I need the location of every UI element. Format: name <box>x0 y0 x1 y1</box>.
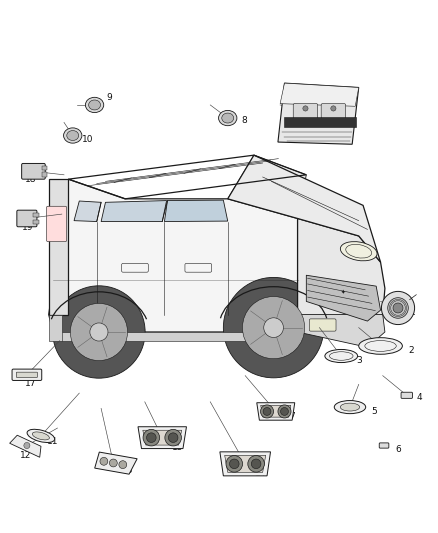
Text: 19: 19 <box>22 223 34 232</box>
Text: 16: 16 <box>295 110 307 119</box>
Circle shape <box>143 430 159 446</box>
Circle shape <box>230 459 239 469</box>
Ellipse shape <box>85 98 104 112</box>
FancyBboxPatch shape <box>379 443 389 448</box>
Circle shape <box>53 286 145 378</box>
Ellipse shape <box>64 128 82 143</box>
Text: 17: 17 <box>25 379 36 388</box>
Polygon shape <box>164 200 228 222</box>
Circle shape <box>303 106 308 111</box>
Polygon shape <box>228 155 306 219</box>
Polygon shape <box>143 430 182 445</box>
Circle shape <box>251 459 261 469</box>
Polygon shape <box>95 452 137 474</box>
Polygon shape <box>74 201 101 222</box>
Ellipse shape <box>325 350 357 362</box>
FancyBboxPatch shape <box>12 369 42 381</box>
Polygon shape <box>220 452 271 476</box>
FancyBboxPatch shape <box>42 172 47 177</box>
Text: 12: 12 <box>20 450 32 459</box>
Circle shape <box>226 456 243 472</box>
FancyBboxPatch shape <box>16 372 37 377</box>
Circle shape <box>165 430 181 446</box>
Text: 7: 7 <box>290 412 295 421</box>
Text: 6: 6 <box>395 446 401 454</box>
Ellipse shape <box>32 432 49 440</box>
Circle shape <box>223 277 324 378</box>
FancyBboxPatch shape <box>46 206 67 241</box>
Circle shape <box>90 323 108 341</box>
Circle shape <box>281 408 288 415</box>
Text: 13: 13 <box>122 466 133 475</box>
Ellipse shape <box>88 100 101 110</box>
Polygon shape <box>49 179 297 332</box>
Polygon shape <box>278 83 359 144</box>
Circle shape <box>168 433 178 442</box>
Circle shape <box>24 442 30 449</box>
Text: ✦: ✦ <box>341 290 346 295</box>
Polygon shape <box>53 332 254 341</box>
Circle shape <box>243 296 305 359</box>
FancyBboxPatch shape <box>17 210 37 227</box>
Ellipse shape <box>27 429 55 442</box>
Polygon shape <box>225 455 266 472</box>
Circle shape <box>71 303 127 361</box>
FancyBboxPatch shape <box>321 103 346 118</box>
FancyBboxPatch shape <box>33 213 39 217</box>
Circle shape <box>278 405 291 418</box>
Ellipse shape <box>340 403 360 411</box>
Ellipse shape <box>340 241 377 261</box>
Polygon shape <box>280 83 359 106</box>
Circle shape <box>147 433 156 442</box>
FancyBboxPatch shape <box>309 319 336 331</box>
FancyBboxPatch shape <box>42 166 47 170</box>
Polygon shape <box>49 179 68 314</box>
Ellipse shape <box>359 338 403 354</box>
FancyBboxPatch shape <box>401 392 413 398</box>
Polygon shape <box>10 435 41 457</box>
Circle shape <box>100 457 108 465</box>
Polygon shape <box>257 403 295 420</box>
Text: 9: 9 <box>106 93 112 102</box>
FancyBboxPatch shape <box>21 164 45 179</box>
Ellipse shape <box>334 400 366 414</box>
Text: 18: 18 <box>25 175 36 184</box>
Text: 11: 11 <box>46 437 58 446</box>
Polygon shape <box>261 405 291 417</box>
Polygon shape <box>228 155 381 262</box>
Polygon shape <box>101 200 166 222</box>
FancyBboxPatch shape <box>293 103 318 118</box>
Text: 5: 5 <box>371 407 377 416</box>
Circle shape <box>388 298 408 318</box>
Ellipse shape <box>222 113 234 123</box>
Circle shape <box>331 106 336 111</box>
Circle shape <box>261 405 274 418</box>
Text: 3: 3 <box>356 356 362 365</box>
Circle shape <box>119 461 127 469</box>
Text: 2: 2 <box>408 346 414 355</box>
Circle shape <box>264 318 283 337</box>
Circle shape <box>110 459 117 467</box>
Text: 14: 14 <box>255 470 266 479</box>
Polygon shape <box>297 219 385 332</box>
Ellipse shape <box>219 110 237 126</box>
Text: 4: 4 <box>417 393 423 402</box>
Circle shape <box>263 408 271 415</box>
Polygon shape <box>49 314 62 341</box>
Polygon shape <box>306 275 381 321</box>
Polygon shape <box>138 427 187 449</box>
Ellipse shape <box>67 131 79 141</box>
Polygon shape <box>297 314 385 348</box>
Circle shape <box>393 303 403 313</box>
Circle shape <box>381 292 415 325</box>
Text: 1: 1 <box>410 308 416 317</box>
FancyBboxPatch shape <box>33 220 39 224</box>
Text: 15: 15 <box>172 443 183 452</box>
Text: 8: 8 <box>241 116 247 125</box>
Circle shape <box>248 456 265 472</box>
Text: 10: 10 <box>82 134 94 143</box>
FancyBboxPatch shape <box>284 117 356 127</box>
